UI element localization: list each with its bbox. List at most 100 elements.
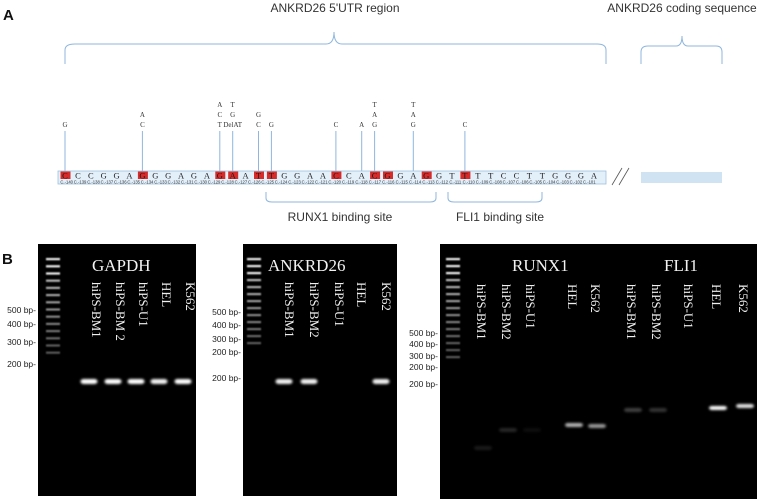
break-mark [611, 167, 623, 186]
pcr-band [372, 379, 390, 384]
mutated-base-highlight [254, 171, 264, 179]
lane-label: hiPS-BM1 [282, 282, 297, 338]
pcr-band [300, 379, 318, 384]
sequence-base: A [320, 171, 327, 181]
ladder-band [247, 272, 261, 275]
sequence-base: G [281, 171, 287, 181]
bp-marker-label: 200 bp- [409, 362, 438, 372]
pcr-band [174, 379, 192, 384]
gel-fli1-title: FLI1 [664, 256, 698, 275]
pcr-band [588, 424, 606, 428]
ladder-band [247, 258, 261, 261]
lane-label: hiPS-BM1 [624, 284, 639, 340]
ladder-band [247, 279, 261, 282]
gel-gapdh-content: hiPS-BM1 hiPS-BM 2 hiPS-U1 HEL K562 [46, 258, 198, 384]
position-label: C.-129 [208, 179, 221, 184]
mutated-base-highlight [421, 171, 432, 179]
gel-gapdh [38, 244, 196, 496]
position-label: C.-133 [154, 179, 167, 184]
bp-marker-label: 300 bp- [409, 351, 438, 361]
coding-sequence-bar [641, 172, 722, 183]
sequence-base: A [410, 171, 417, 181]
gel-runx1-title: RUNX1 [512, 256, 569, 275]
bp-marker-label: 300 bp- [7, 337, 36, 347]
pcr-band [649, 408, 667, 412]
position-label: C.-137 [101, 179, 114, 184]
mutation-allele: A [217, 101, 222, 109]
pcr-band [150, 379, 168, 384]
fli1-bracket [447, 192, 543, 203]
bp-markers: 500 bp-400 bp-300 bp-200 bp-500 bp-400 b… [7, 305, 438, 389]
ladder-band [46, 330, 60, 333]
sequence-base: T [462, 171, 468, 181]
ladder-band [247, 342, 261, 345]
position-label: C.-109 [476, 179, 489, 184]
pcr-band [127, 379, 145, 384]
utr-brace [64, 31, 607, 64]
position-label: C.-132 [168, 179, 181, 184]
position-label: C.-126 [248, 179, 261, 184]
gel-ankrd26 [243, 244, 397, 496]
position-label: C.-107 [503, 179, 516, 184]
sequence-base: A [307, 171, 314, 181]
sequence-base: G [384, 171, 390, 181]
mutation-allele: T [411, 101, 416, 109]
lane-label: hiPS-U1 [681, 284, 696, 329]
position-label: C.-134 [141, 179, 154, 184]
lane-label: HEL [709, 284, 724, 309]
ladder-band [446, 314, 460, 317]
mutated-base-highlight [228, 171, 239, 179]
position-label: C.-113 [422, 179, 435, 184]
position-label: C.-125 [261, 179, 274, 184]
mutation-allele: C [217, 111, 222, 119]
ladder-band [247, 307, 261, 310]
lane-label: K562 [183, 282, 198, 311]
ladder-band [46, 286, 60, 289]
sequence-base: T [475, 171, 481, 181]
lane-label: K562 [379, 282, 394, 311]
sequence-base: G [101, 171, 107, 181]
sequence-base: A [230, 171, 237, 181]
position-label: C.-122 [302, 179, 315, 184]
fli1-label: FLI1 binding site [456, 210, 544, 224]
sequence-base: G [565, 171, 571, 181]
bp-marker-label: 400 bp- [212, 320, 241, 330]
ladder-band [446, 300, 460, 303]
runx1-label: RUNX1 binding site [288, 210, 393, 224]
lane-label: K562 [588, 284, 603, 313]
pcr-band [80, 379, 98, 384]
sequence-base: A [126, 171, 133, 181]
pcr-band [104, 379, 122, 384]
position-label: C.-106 [516, 179, 529, 184]
mutated-base-highlight [215, 171, 226, 179]
ladder-band [247, 328, 261, 331]
sequence-base: C [514, 171, 520, 181]
ladder-band [446, 279, 460, 282]
pcr-band [275, 379, 293, 384]
ladder-band [446, 328, 460, 331]
position-label: C.-120 [328, 179, 341, 184]
ladder-band [46, 337, 60, 340]
sequence-base: G [423, 171, 429, 181]
lane-label: HEL [565, 284, 580, 309]
lane-label: hiPS-BM 2 [113, 282, 128, 341]
pcr-band [565, 423, 583, 427]
ladder-band [446, 349, 460, 352]
gel-ankrd26-title: ANKRD26 [268, 256, 345, 275]
mutation-allele: C [334, 121, 339, 129]
lane-label: hiPS-BM2 [307, 282, 322, 338]
lane-label: K562 [736, 284, 751, 313]
ladder-band [446, 342, 460, 345]
runx1-bracket [265, 192, 437, 203]
ladder-band [446, 321, 460, 324]
ladder-band [46, 258, 60, 261]
lane-label: hiPS-BM1 [474, 284, 489, 340]
sequence-base: T [256, 171, 262, 181]
position-label: C.-131 [181, 179, 194, 184]
sequence-base: G [191, 171, 197, 181]
sequence-base: G [397, 171, 403, 181]
mutation-allele: T [372, 101, 377, 109]
mutation-allele: C [140, 121, 145, 129]
sequence-base: T [449, 171, 455, 181]
